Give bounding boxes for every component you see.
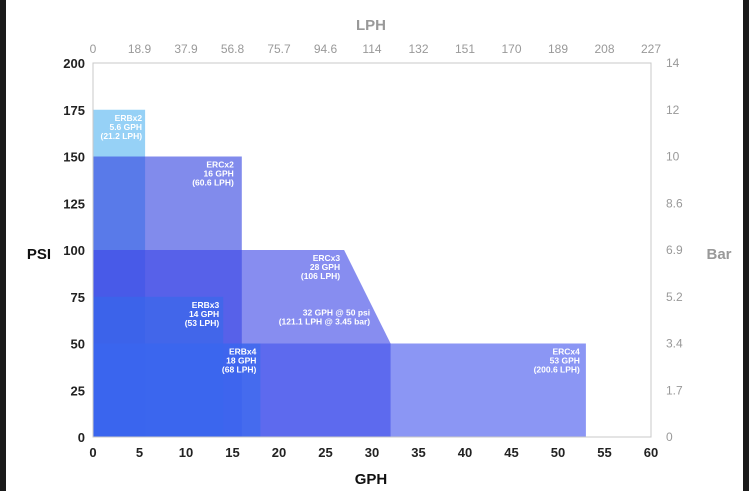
psi-tick-label: 25	[71, 383, 85, 398]
region-label-ercx2: (60.6 LPH)	[192, 178, 234, 188]
region-ercx4	[93, 343, 586, 437]
lph-tick-label: 208	[594, 42, 614, 56]
bar-ticks: 0 1.7 3.4 5.2 6.9 8.6 10 12 14	[666, 56, 683, 444]
y-axis-title: PSI	[27, 246, 51, 263]
psi-tick-label: 0	[78, 430, 85, 445]
plot-border	[92, 62, 652, 438]
psi-tick-label: 100	[63, 243, 85, 258]
lph-tick-label: 56.8	[221, 42, 245, 56]
lph-tick-label: 132	[408, 42, 428, 56]
lph-tick-label: 0	[90, 42, 97, 56]
gph-tick-label: 30	[365, 445, 379, 460]
gph-tick-label: 0	[89, 445, 96, 460]
region-label-erbx3: (53 LPH)	[185, 318, 220, 328]
gph-tick-label: 45	[504, 445, 518, 460]
x2-axis-title: LPH	[356, 17, 386, 34]
region-label-erbx4: ERBx4	[229, 347, 257, 357]
lph-tick-label: 151	[455, 42, 475, 56]
gph-tick-label: 10	[179, 445, 193, 460]
region-label-ercx2: ERCx2	[206, 160, 234, 170]
region-label-erbx4: 18 GPH	[226, 356, 256, 366]
region-label-erbx2: ERBx2	[115, 113, 143, 123]
annotation-label: 32 GPH @ 50 psi	[303, 307, 370, 317]
region-label-ercx3: 28 GPH	[310, 262, 340, 272]
lph-tick-label: 114	[362, 42, 381, 56]
lph-ticks: 0 18.9 37.9 56.8 75.7 94.6 114 132 151 170 189 208 2…	[90, 42, 662, 56]
gph-ticks: 0 5 10 15 20 25 30 35 40 45 50 55 60	[89, 445, 658, 460]
gph-tick-label: 20	[272, 445, 286, 460]
region-label-ercx2: 16 GPH	[204, 169, 234, 179]
gph-tick-label: 5	[136, 445, 143, 460]
bar-tick-label: 1.7	[666, 383, 683, 397]
gph-tick-label: 55	[597, 445, 611, 460]
gph-tick-label: 15	[225, 445, 239, 460]
bar-tick-label: 6.9	[666, 243, 683, 257]
pump-performance-chart: 0 5 10 15 20 25 30 35 40 45 50 55 60 025507510012515…	[27, 17, 732, 488]
psi-tick-label: 75	[71, 290, 85, 305]
region-label-ercx3: ERCx3	[313, 253, 341, 263]
psi-ticks: 0 25 50 75 100 125 150 175 200	[63, 56, 85, 445]
psi-tick-label: 50	[71, 337, 85, 352]
annotation-label: (121.1 LPH @ 3.45 bar)	[279, 316, 371, 326]
region-label-erbx2: 5.6 GPH	[109, 122, 142, 132]
bar-tick-label: 12	[666, 103, 680, 117]
region-label-ercx3: (106 LPH)	[301, 271, 340, 281]
gph-tick-label: 60	[644, 445, 658, 460]
region-label-ercx4: (200.6 LPH)	[534, 365, 580, 375]
lph-tick-label: 75.7	[267, 42, 291, 56]
region-label-erbx2: (21.2 LPH)	[101, 131, 143, 141]
y2-axis-title: Bar	[706, 246, 731, 263]
chart-frame: 0 5 10 15 20 25 30 35 40 45 50 55 60 0 25 50 75 100 125 15…	[6, 0, 743, 491]
x-axis-title: GPH	[355, 471, 388, 488]
psi-tick-label: 125	[63, 196, 85, 211]
lph-tick-label: 94.6	[314, 42, 338, 56]
lph-tick-label: 18.9	[128, 42, 152, 56]
bar-tick-label: 10	[666, 150, 680, 164]
lph-tick-label: 170	[501, 42, 521, 56]
psi-tick-label: 200	[63, 56, 85, 71]
annotation-layer: 32 GPH @ 50 psi(121.1 LPH @ 3.45 bar)	[279, 307, 371, 326]
gph-tick-label: 35	[411, 445, 425, 460]
psi-tick-label: 175	[63, 103, 85, 118]
lph-tick-label: 227	[641, 42, 661, 56]
gph-tick-label: 40	[458, 445, 472, 460]
region-label-erbx4: (68 LPH)	[222, 365, 257, 375]
region-label-ercx4: ERCx4	[552, 347, 580, 357]
bar-tick-label: 8.6	[666, 196, 683, 210]
bar-tick-label: 0	[666, 430, 673, 444]
region-label-erbx3: ERBx3	[192, 300, 220, 310]
gph-tick-label: 50	[551, 445, 565, 460]
bar-tick-label: 14	[666, 56, 680, 70]
lph-tick-label: 37.9	[174, 42, 198, 56]
bar-tick-label: 5.2	[666, 290, 683, 304]
psi-tick-label: 150	[63, 150, 85, 165]
regions-layer	[93, 109, 586, 438]
lph-tick-label: 189	[548, 42, 568, 56]
region-label-ercx4: 53 GPH	[550, 356, 580, 366]
bar-tick-label: 3.4	[666, 337, 683, 351]
region-label-erbx3: 14 GPH	[189, 309, 219, 319]
gph-tick-label: 25	[318, 445, 332, 460]
